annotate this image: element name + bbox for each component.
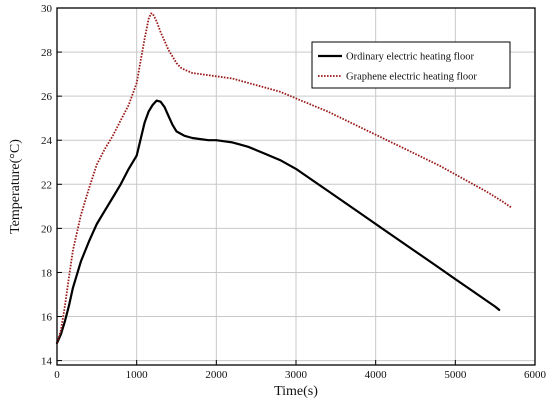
legend-label: Graphene electric heating floor <box>346 72 477 83</box>
x-tick-label: 5000 <box>444 369 467 381</box>
legend-label: Ordinary electric heating floor <box>346 52 474 63</box>
y-tick-label: 28 <box>41 47 53 59</box>
series-line-2 <box>56 12 512 344</box>
legend-box <box>311 41 511 89</box>
x-tick-label: 6000 <box>524 369 547 381</box>
y-tick-label: 22 <box>41 179 52 191</box>
y-tick-label: 14 <box>41 356 53 368</box>
x-tick-label: 0 <box>54 369 60 381</box>
y-tick-label: 16 <box>41 312 53 324</box>
x-tick-label: 2000 <box>205 369 228 381</box>
x-tick-label: 3000 <box>285 369 308 381</box>
y-tick-label: 20 <box>41 223 53 235</box>
x-axis-title: Time(s) <box>274 384 318 399</box>
y-tick-label: 24 <box>41 135 53 147</box>
x-tick-label: 1000 <box>126 369 149 381</box>
y-tick-label: 18 <box>41 267 53 279</box>
y-axis-title: Temperature(°C) <box>8 139 23 234</box>
legend: Ordinary electric heating floor Graphene … <box>311 41 511 89</box>
series-line-1 <box>55 99 501 345</box>
axis-ticks: 0 1000 2000 3000 4000 5000 6000 14 16 18 20 22 24 26 2… <box>41 3 547 381</box>
y-tick-label: 26 <box>41 91 53 103</box>
series-lines <box>55 12 512 345</box>
x-tick-label: 4000 <box>365 369 388 381</box>
y-tick-label: 30 <box>41 3 53 15</box>
